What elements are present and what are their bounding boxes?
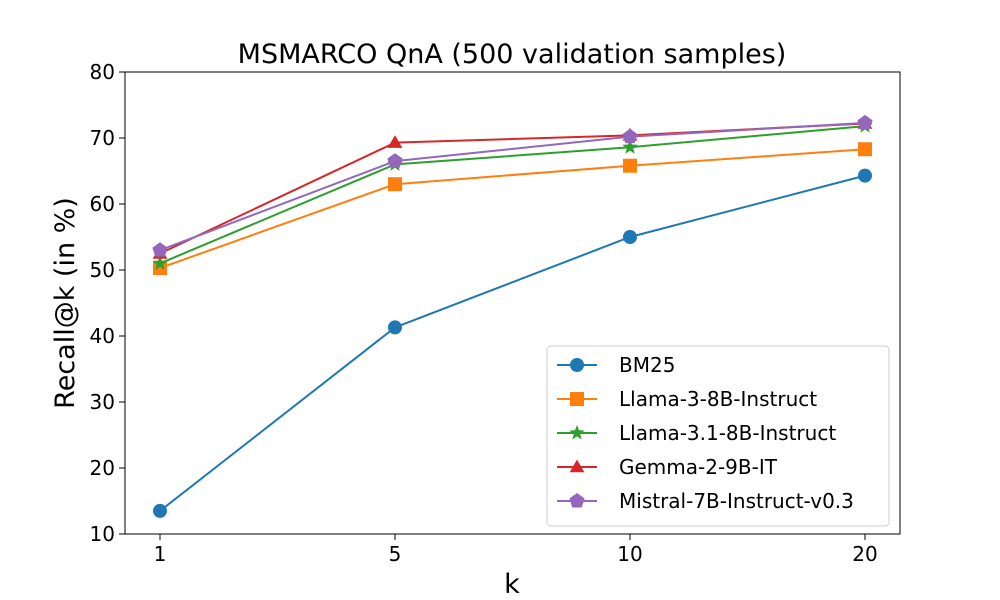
series-line	[160, 126, 865, 263]
legend-label: Llama-3.1-8B-Instruct	[619, 421, 836, 445]
data-point	[153, 504, 167, 518]
legend-marker	[570, 392, 584, 406]
data-point	[623, 159, 637, 173]
x-tick-label: 1	[154, 542, 167, 566]
data-point	[152, 242, 167, 256]
x-tick-label: 20	[852, 542, 877, 566]
y-tick-label: 80	[90, 60, 115, 84]
series-llama-3-1-8b-instruct	[152, 118, 872, 270]
y-axis-title: Recall@k (in %)	[50, 197, 81, 409]
legend-label: BM25	[619, 353, 675, 377]
series-llama-3-8b-instruct	[153, 142, 872, 275]
x-tick-label: 5	[389, 542, 402, 566]
y-tick-label: 40	[90, 324, 115, 348]
chart-title: MSMARCO QnA (500 validation samples)	[238, 39, 787, 70]
series-line	[160, 123, 865, 253]
data-point	[622, 129, 637, 143]
x-axis-title: k	[504, 569, 520, 600]
y-tick-label: 50	[90, 258, 115, 282]
series-line	[160, 149, 865, 268]
legend-label: Mistral-7B-Instruct-v0.3	[619, 489, 854, 513]
data-point	[858, 142, 872, 156]
data-point	[623, 230, 637, 244]
legend: BM25 Llama-3-8B-Instruct Llama-3.1-8B-Inst…	[547, 346, 889, 526]
legend-label: Llama-3-8B-Instruct	[619, 387, 817, 411]
data-point	[387, 153, 402, 167]
legend-label: Gemma-2-9B-IT	[619, 455, 778, 479]
y-tick-label: 20	[90, 456, 115, 480]
y-tick-label: 70	[90, 126, 115, 150]
y-tick-label: 10	[90, 522, 115, 546]
data-point	[388, 177, 402, 191]
series-gemma-2-9b-it	[153, 116, 873, 259]
data-point	[858, 169, 872, 183]
y-tick-label: 30	[90, 390, 115, 414]
legend-marker	[570, 358, 584, 372]
data-point	[857, 115, 872, 129]
x-tick-label: 10	[617, 542, 642, 566]
data-point	[388, 320, 402, 334]
y-tick-label: 60	[90, 192, 115, 216]
